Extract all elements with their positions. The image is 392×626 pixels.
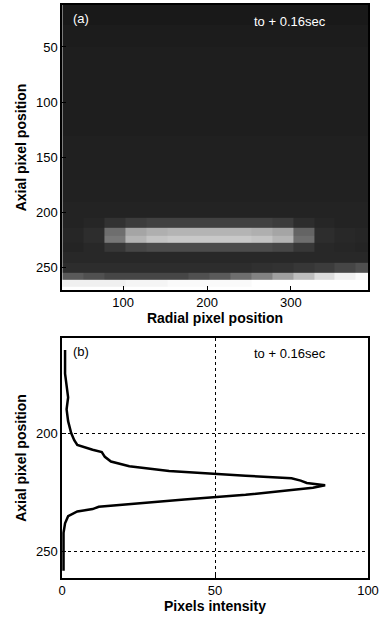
svg-text:Axial pixel position: Axial pixel position	[13, 394, 29, 522]
svg-text:250: 250	[36, 544, 58, 559]
svg-text:Pixels intensity: Pixels intensity	[164, 598, 266, 614]
svg-text:250: 250	[36, 260, 58, 275]
svg-text:200: 200	[36, 426, 58, 441]
svg-text:100: 100	[112, 295, 134, 310]
svg-text:50: 50	[208, 583, 222, 598]
svg-text:50: 50	[43, 40, 57, 55]
svg-text:Radial pixel position: Radial pixel position	[147, 310, 283, 326]
svg-text:300: 300	[280, 295, 302, 310]
svg-text:200: 200	[36, 205, 58, 220]
svg-text:100: 100	[36, 95, 58, 110]
svg-text:0: 0	[58, 583, 65, 598]
svg-text:100: 100	[357, 583, 379, 598]
svg-text:(a): (a)	[73, 11, 89, 26]
svg-text:Axial pixel position: Axial pixel position	[13, 84, 29, 212]
svg-text:150: 150	[36, 150, 58, 165]
svg-text:to + 0.16sec: to + 0.16sec	[254, 14, 326, 29]
svg-text:to + 0.16sec: to + 0.16sec	[254, 346, 326, 361]
svg-text:200: 200	[196, 295, 218, 310]
svg-text:(b): (b)	[73, 344, 89, 359]
